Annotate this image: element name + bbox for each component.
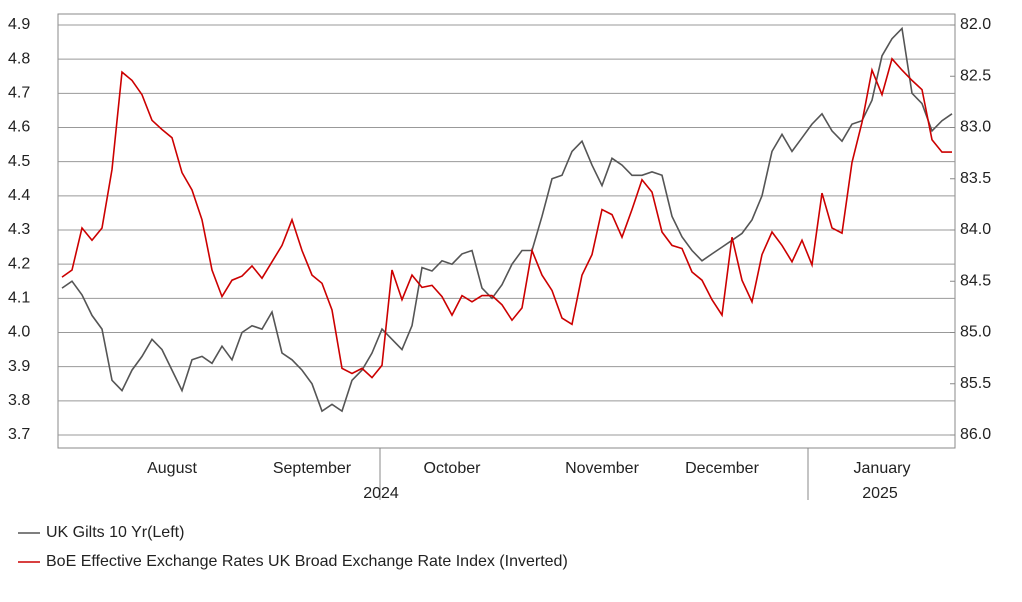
- y-tick-label: 4.9: [8, 16, 30, 33]
- legend-label: UK Gilts 10 Yr(Left): [46, 524, 184, 541]
- y-tick-label: 4.1: [8, 290, 30, 307]
- y-tick-label: 3.8: [8, 392, 30, 409]
- y-tick-label: 4.5: [8, 153, 30, 170]
- y-tick-label: 4.7: [8, 85, 30, 102]
- plot-frame: [57, 13, 956, 449]
- y-tick-label: 4.8: [8, 50, 30, 67]
- legend-label: BoE Effective Exchange Rates UK Broad Ex…: [46, 553, 568, 570]
- y2-tick-label: 84.5: [960, 272, 991, 289]
- year-label: 2025: [862, 485, 898, 502]
- year-label: 2024: [363, 485, 399, 502]
- x-tick-label: November: [565, 460, 639, 477]
- y2-tick-label: 85.0: [960, 324, 991, 341]
- y2-tick-label: 84.0: [960, 221, 991, 238]
- y-tick-label: 4.2: [8, 255, 30, 272]
- y-tick-label: 4.4: [8, 187, 30, 204]
- y-tick-label: 4.6: [8, 119, 30, 136]
- y2-tick-label: 86.0: [960, 426, 991, 443]
- y-tick-label: 3.9: [8, 358, 30, 375]
- y2-tick-label: 85.5: [960, 375, 991, 392]
- y-tick-label: 4.3: [8, 221, 30, 238]
- y2-tick-label: 83.0: [960, 119, 991, 136]
- x-tick-label: January: [854, 460, 911, 477]
- y-tick-label: 3.7: [8, 426, 30, 443]
- x-tick-label: October: [424, 460, 482, 477]
- x-tick-label: December: [685, 460, 759, 477]
- series-line: [61, 26, 953, 413]
- x-tick-label: August: [147, 460, 197, 477]
- y2-tick-label: 83.5: [960, 170, 991, 187]
- y2-tick-label: 82.0: [960, 16, 991, 33]
- y-tick-label: 4.0: [8, 324, 30, 341]
- y2-tick-label: 82.5: [960, 67, 991, 84]
- x-tick-label: September: [273, 460, 352, 477]
- series-line: [61, 57, 952, 379]
